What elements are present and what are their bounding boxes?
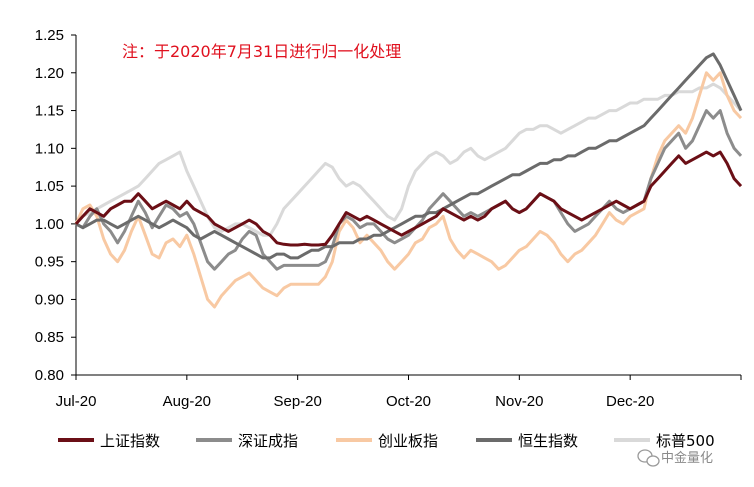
x-tick-label: Jul-20 <box>56 393 97 410</box>
x-tick-label: Dec-20 <box>606 393 654 410</box>
x-tick-label: Nov-20 <box>495 393 543 410</box>
legend-label-0: 上证指数 <box>100 432 160 450</box>
x-ticks: Jul-20 Aug-20 Sep-20 Oct-20 Nov-20 Dec-20 <box>56 375 742 410</box>
series-line-2 <box>74 71 743 309</box>
chart-annotation: 注：于2020年7月31日进行归一化处理 <box>122 42 401 61</box>
legend-label-4: 标普500 <box>656 432 715 450</box>
series-line-3 <box>75 52 743 260</box>
legend-label-1: 深证成指 <box>238 432 298 450</box>
legend-label-3: 恒生指数 <box>518 432 578 450</box>
wechat-icon <box>637 449 660 467</box>
x-tick-label: Oct-20 <box>386 393 431 410</box>
series-lines <box>74 52 743 309</box>
legend: 上证指数 深证成指 创业板指 恒生指数 标普500 <box>58 432 715 450</box>
y-tick-label: 0.80 <box>35 367 64 384</box>
y-tick-label: 1.05 <box>35 178 64 195</box>
watermark: 中金量化 <box>637 449 713 467</box>
watermark-text: 中金量化 <box>661 450 713 466</box>
y-tick-label: 1.15 <box>35 103 64 120</box>
y-tick-label: 1.10 <box>35 140 64 157</box>
x-tick-label: Aug-20 <box>163 393 211 410</box>
y-tick-label: 0.90 <box>35 291 64 308</box>
series-line-0 <box>74 150 743 247</box>
y-tick-label: 0.85 <box>35 329 64 346</box>
legend-label-2: 创业板指 <box>378 432 438 450</box>
y-tick-label: 0.95 <box>35 254 64 271</box>
y-tick-label: 1.25 <box>35 27 64 44</box>
y-tick-label: 1.20 <box>35 65 64 82</box>
x-tick-label: Sep-20 <box>273 393 321 410</box>
y-tick-label: 1.00 <box>35 216 64 233</box>
y-ticks: 0.80 0.85 0.90 0.95 1.00 1.05 1.10 1.15 1.20 1.25 <box>35 27 76 384</box>
series-line-4 <box>74 82 743 237</box>
